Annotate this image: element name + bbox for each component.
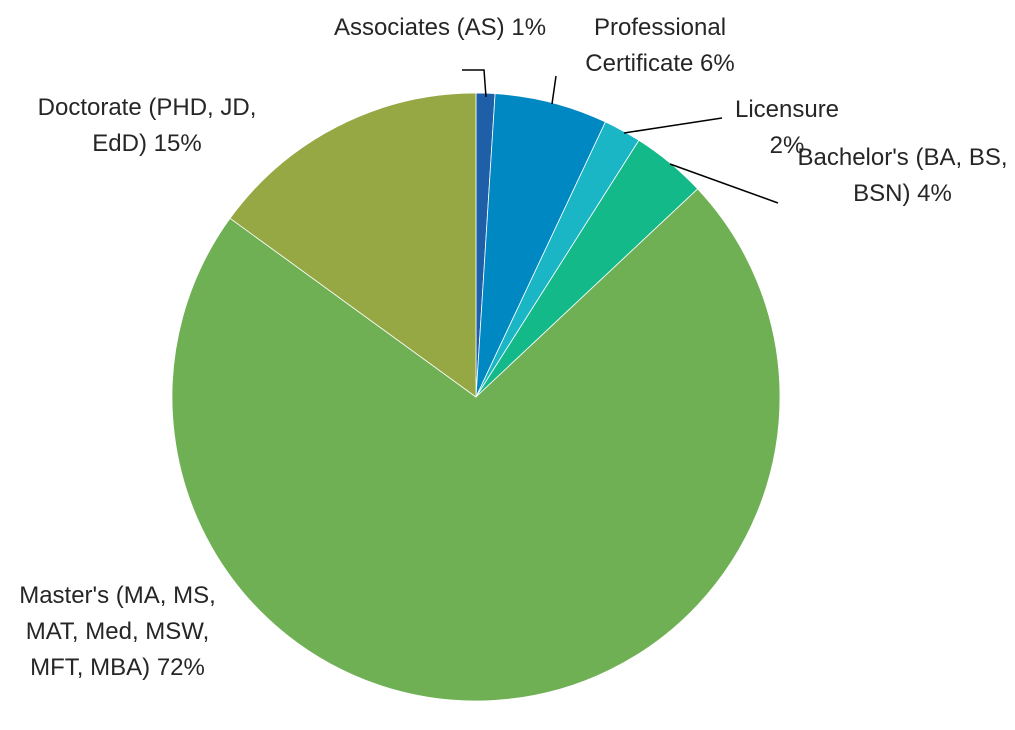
leader-line — [623, 117, 723, 134]
leader-line — [669, 163, 779, 204]
data-label: Doctorate (PHD, JD, EdD) 15% — [12, 90, 282, 162]
data-label: Licensure 2% — [722, 92, 852, 164]
pie-slice — [171, 188, 781, 702]
slices — [171, 92, 781, 702]
value-label: 15% — [153, 130, 202, 157]
leader-lines — [462, 69, 779, 204]
value-label: 1% — [511, 14, 547, 41]
category-label: Bachelor's (BA, BS, BSN) — [797, 144, 1008, 207]
data-label: Professional Certificate 6% — [560, 10, 760, 82]
data-label: Master's (MA, MS, MAT, Med, MSW, MFT, MB… — [0, 578, 235, 686]
category-label: Doctorate (PHD, JD, EdD) — [37, 94, 257, 157]
data-label: Bachelor's (BA, BS, BSN) 4% — [790, 140, 1015, 212]
leader-line — [551, 75, 557, 105]
value-label: 6% — [700, 50, 735, 77]
leader-line — [462, 69, 487, 98]
value-label: 4% — [917, 180, 952, 207]
pie-slice — [229, 92, 477, 398]
category-label: Associates (AS) — [333, 14, 505, 41]
category-label: Licensure — [734, 96, 840, 123]
data-label: Associates (AS) 1% — [330, 10, 550, 46]
category-label: Professional Certificate — [585, 14, 727, 77]
value-label: 2% — [769, 132, 805, 159]
value-label: 72% — [156, 654, 205, 681]
category-label: Master's (MA, MS, MAT, Med, MSW, MFT, MB… — [19, 582, 216, 681]
